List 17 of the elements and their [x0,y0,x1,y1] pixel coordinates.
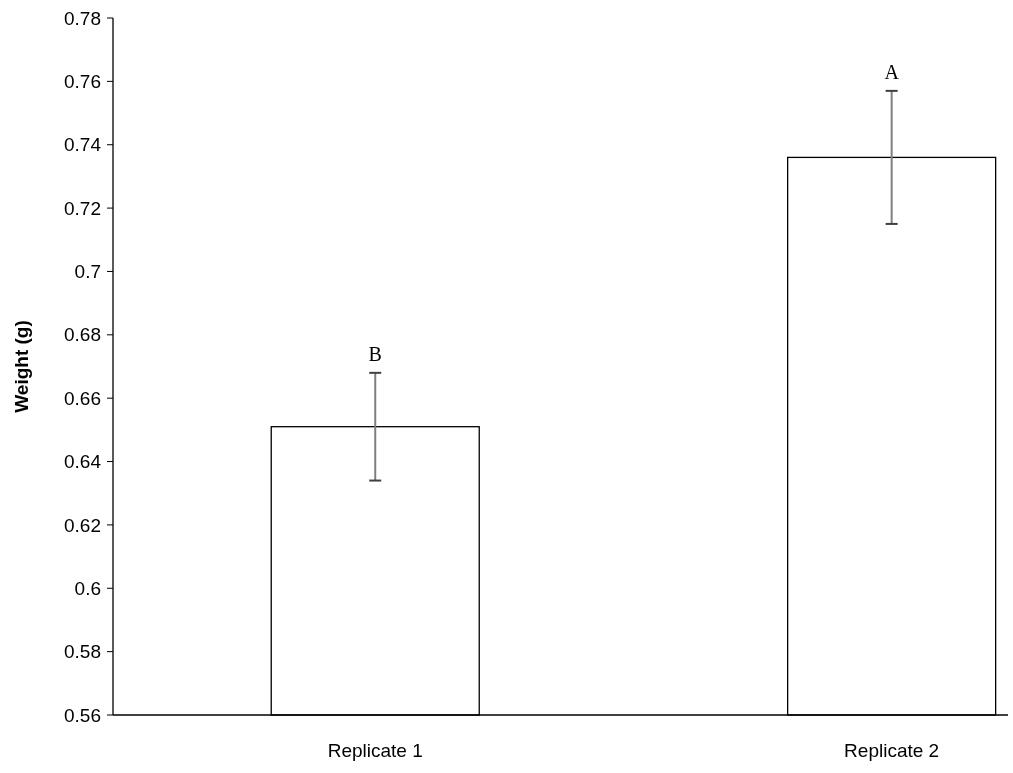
annotation: A [884,60,900,83]
y-tick-label: 0.66 [64,387,101,409]
y-tick-label: 0.64 [64,451,102,473]
y-tick-label: 0.76 [64,71,101,93]
x-tick-label: Replicate 1 [327,740,423,761]
y-tick-label: 0.7 [74,261,101,283]
y-axis-title: Weight (g) [11,320,32,413]
y-tick-label: 0.62 [64,514,101,536]
y-tick-label: 0.74 [64,134,102,156]
y-tick-label: 0.6 [74,577,101,599]
y-tick-label: 0.72 [64,197,101,219]
y-tick-label: 0.56 [64,704,101,726]
x-tick-label: Replicate 2 [844,740,940,761]
y-tick-label: 0.58 [64,641,101,663]
annotation: B [368,342,382,365]
y-tick-label: 0.68 [64,324,101,346]
y-tick-label: 0.78 [64,7,101,29]
